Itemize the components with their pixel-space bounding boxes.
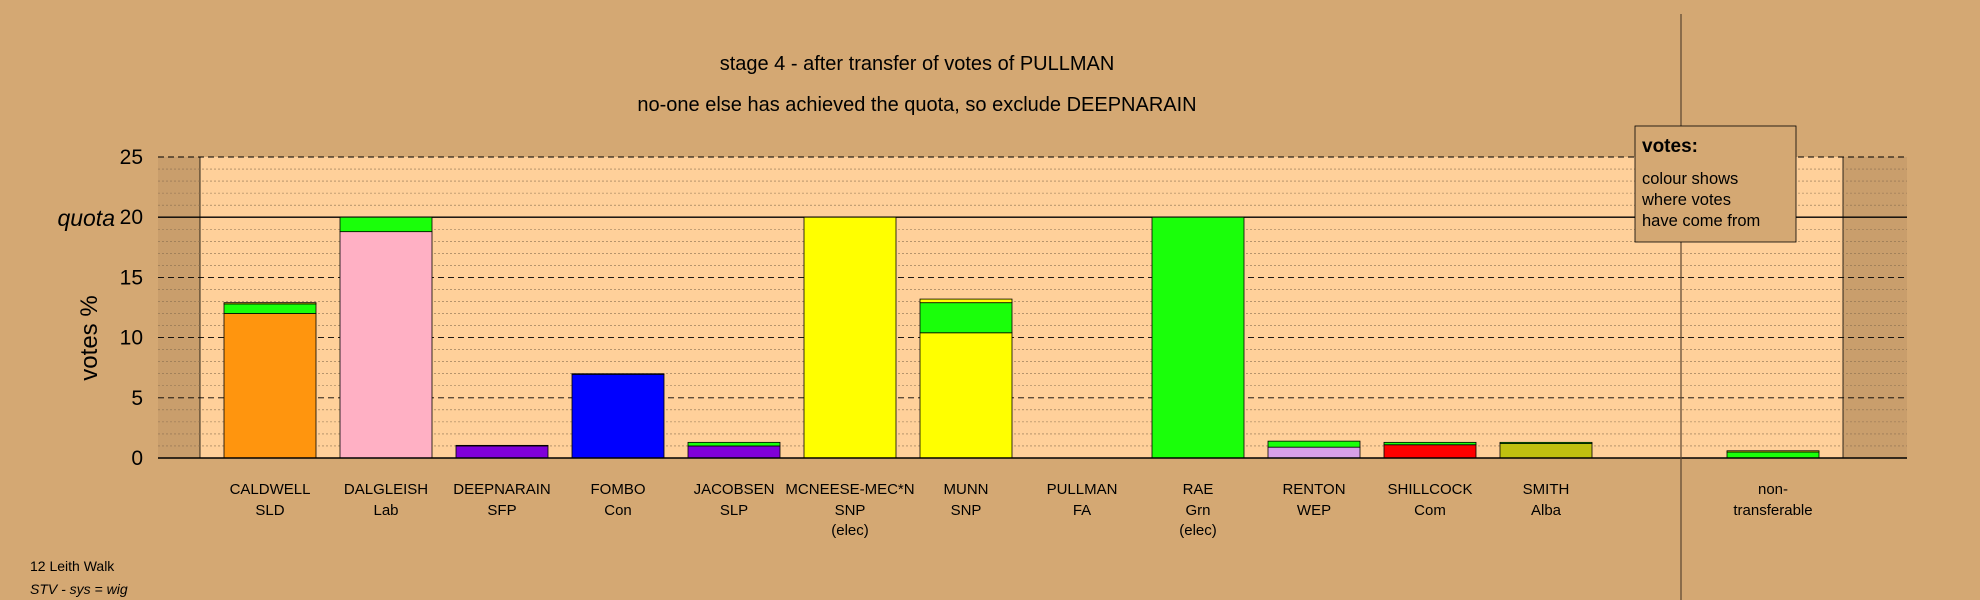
candidate-status: (elec) [831, 522, 869, 539]
bar-segment [223, 303, 317, 314]
y-tick-label: 5 [131, 387, 143, 410]
candidate-party: SLP [720, 502, 748, 519]
candidate-party: Com [1414, 502, 1446, 519]
bar-segment [1267, 446, 1361, 459]
bar-deepnarain [455, 444, 549, 459]
y-axis-label: votes % [76, 295, 103, 380]
candidate-name: MCNEESE-MEC*N [785, 481, 914, 498]
bar-segment [1726, 451, 1820, 459]
candidate-name: FOMBO [591, 481, 646, 498]
chart-title: stage 4 - after transfer of votes of PUL… [720, 53, 1115, 75]
bar-fombo [571, 373, 665, 459]
candidate-party: SFP [487, 502, 516, 519]
bar-segment [455, 445, 549, 459]
bar-segment [1383, 444, 1477, 459]
bar-munn [919, 298, 1013, 459]
bar-segment [919, 298, 1013, 304]
bar-dalgleish [339, 216, 433, 459]
candidate-name: PULLMAN [1047, 481, 1118, 498]
bar-segment [571, 373, 665, 459]
quota-label: quota [57, 205, 115, 231]
axes: 0 5 10 15 20 25 [120, 14, 1907, 600]
bars: CALDWELL SLD DALGLEISH Lab DEEPNARAIN SFP FOMB… [223, 216, 1820, 539]
candidate-party: FA [1073, 502, 1091, 519]
candidate-name: CALDWELL [230, 481, 311, 498]
candidate-name: MUNN [944, 481, 989, 498]
bar-shillcock [1383, 441, 1477, 459]
bar-segment [1726, 450, 1820, 453]
x-tick-labels: CALDWELL SLD DALGLEISH Lab DEEPNARAIN SFP FOMB… [230, 481, 1813, 539]
y-tick-label: 25 [120, 146, 143, 169]
bar-segment [1151, 216, 1245, 459]
candidate-name: JACOBSEN [694, 481, 775, 498]
candidate-party: Alba [1531, 502, 1562, 519]
candidate-party: SLD [255, 502, 284, 519]
candidate-name: RAE [1183, 481, 1214, 498]
y-tick-label: 0 [131, 447, 143, 470]
candidate-name: RENTON [1282, 481, 1345, 498]
bar-segment [571, 373, 665, 375]
bar-smith [1499, 441, 1593, 459]
bar-segment [919, 302, 1013, 334]
bar-segment [1499, 443, 1593, 459]
bar-segment [223, 313, 317, 459]
candidate-party: SNP [951, 502, 982, 519]
bar-mcneese-mec*n [803, 216, 897, 459]
bar-segment [803, 216, 897, 459]
plot-area [200, 157, 1843, 458]
bar-segment [455, 444, 549, 447]
bar-non-transferable [1726, 450, 1820, 459]
bar-segment [687, 441, 781, 447]
candidate-name: SMITH [1523, 481, 1570, 498]
candidate-status: (elec) [1179, 522, 1217, 539]
legend-line: where votes [1641, 191, 1731, 209]
system-label: STV - sys = wig [30, 581, 128, 597]
chart-subtitle: no-one else has achieved the quota, so e… [637, 94, 1196, 116]
right-shade [1843, 157, 1907, 458]
legend: votes: colour shows where votes have come f… [1634, 125, 1797, 243]
non-transferable-label: transferable [1733, 502, 1812, 519]
plot-background [158, 157, 1907, 458]
left-shade [158, 157, 200, 458]
candidate-party: Con [604, 502, 632, 519]
bar-segment [1383, 441, 1477, 446]
bar-segment [1499, 441, 1593, 444]
bar-segment [687, 445, 781, 459]
legend-line: have come from [1642, 212, 1760, 230]
candidate-party: SNP [835, 502, 866, 519]
bar-rae [1151, 216, 1245, 459]
bar-segment [1267, 440, 1361, 448]
grid-lines [158, 156, 1907, 447]
ward-label: 12 Leith Walk [30, 558, 115, 574]
bar-segment [919, 332, 1013, 459]
bar-segment [223, 302, 317, 305]
legend-box [1634, 125, 1797, 243]
candidate-name: SHILLCOCK [1387, 481, 1472, 498]
y-tick-label: 15 [120, 266, 143, 289]
y-tick-label: 20 [120, 206, 143, 229]
candidate-name: DEEPNARAIN [453, 481, 551, 498]
bar-segment [339, 231, 433, 459]
y-tick-label: 10 [120, 327, 143, 350]
candidate-party: Grn [1185, 502, 1210, 519]
candidate-party: WEP [1297, 502, 1331, 519]
candidate-name: DALGLEISH [344, 481, 428, 498]
candidate-party: Lab [373, 502, 398, 519]
legend-line: colour shows [1642, 170, 1738, 188]
bar-segment [339, 216, 433, 233]
bar-renton [1267, 440, 1361, 459]
bar-caldwell [223, 302, 317, 459]
legend-title: votes: [1642, 136, 1698, 157]
non-transferable-label: non- [1758, 481, 1788, 498]
bar-jacobsen [687, 441, 781, 459]
